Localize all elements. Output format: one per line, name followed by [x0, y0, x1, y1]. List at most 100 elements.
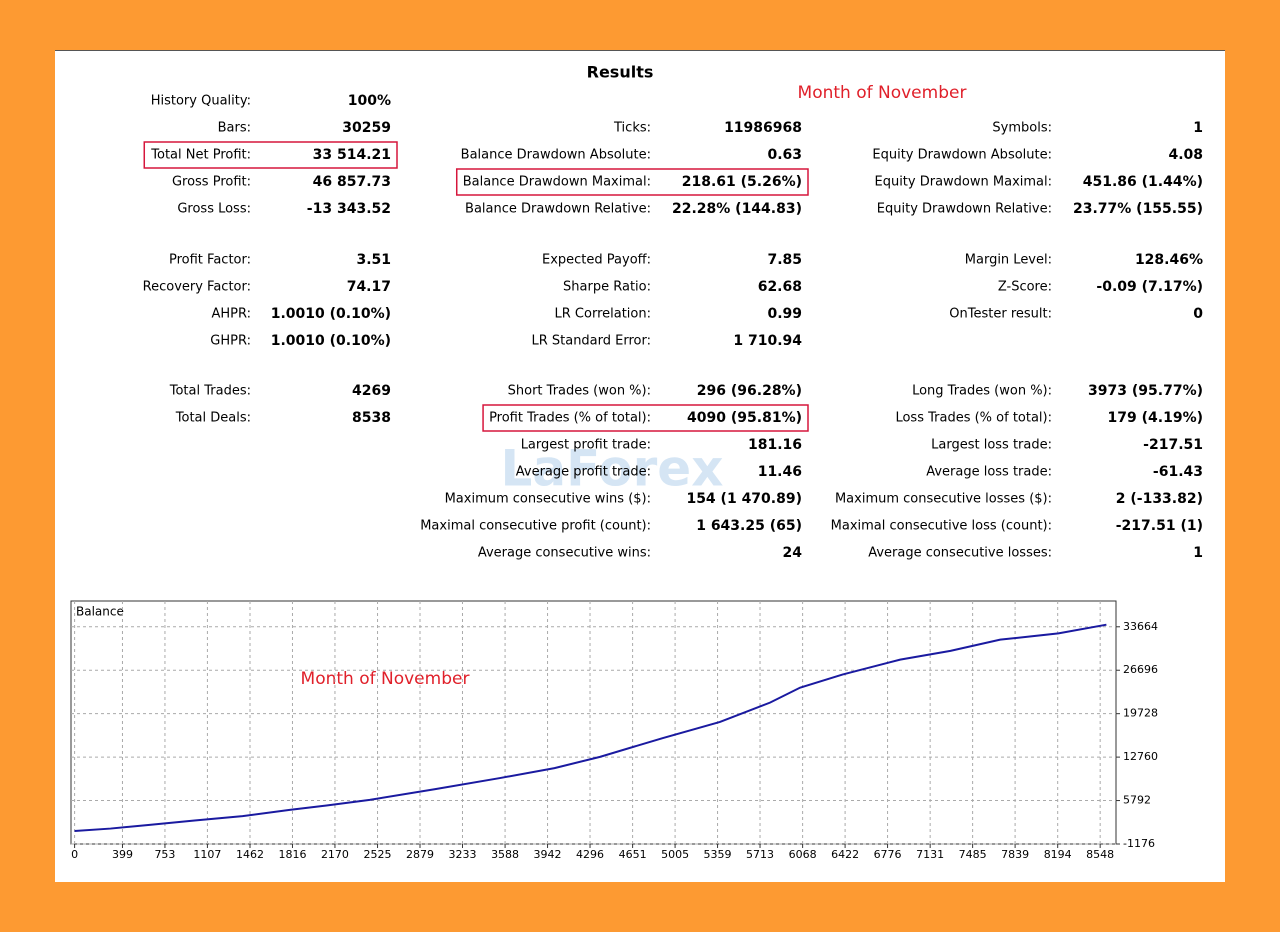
- stat-value: 451.86 (1.44%): [1083, 174, 1203, 190]
- stat-label: Sharpe Ratio:: [563, 280, 651, 295]
- stat-value: 296 (96.28%): [697, 383, 802, 399]
- stat-value: 11986968: [724, 120, 802, 136]
- x-tick-label: 3588: [491, 848, 519, 861]
- stat-label: Symbols:: [992, 121, 1052, 136]
- stat-value: -217.51: [1143, 437, 1203, 453]
- stat-value: 8538: [352, 410, 391, 426]
- highlight-box: [482, 404, 809, 432]
- stat-label: Average loss trade:: [926, 465, 1052, 480]
- x-tick-label: 3233: [448, 848, 476, 861]
- stat-value: 62.68: [758, 279, 802, 295]
- y-tick-label: -1176: [1123, 837, 1155, 850]
- stat-value: 2 (-133.82): [1116, 491, 1203, 507]
- stat-label: Gross Profit:: [172, 175, 251, 190]
- stat-value: 33 514.21: [313, 147, 391, 163]
- stat-label: Profit Factor:: [169, 253, 251, 268]
- stat-value: 3.51: [356, 252, 391, 268]
- stat-label: Long Trades (won %):: [912, 384, 1052, 399]
- x-tick-label: 4651: [619, 848, 647, 861]
- stat-value: 46 857.73: [313, 174, 391, 190]
- stat-value: -217.51 (1): [1116, 518, 1203, 534]
- stat-label: Total Deals:: [175, 411, 251, 426]
- stat-label: Balance Drawdown Absolute:: [461, 148, 651, 163]
- x-tick-label: 1816: [278, 848, 306, 861]
- balance-line: [74, 623, 1107, 833]
- stat-value: 179 (4.19%): [1108, 410, 1203, 426]
- stat-value: 4090 (95.81%): [687, 410, 802, 426]
- stat-label: Z-Score:: [998, 280, 1052, 295]
- x-tick-label: 2879: [406, 848, 434, 861]
- x-tick-label: 2525: [364, 848, 392, 861]
- stat-label: Balance Drawdown Relative:: [465, 202, 651, 217]
- stat-value: -61.43: [1153, 464, 1203, 480]
- stat-value: 100%: [348, 93, 391, 109]
- highlight-box: [455, 168, 809, 196]
- stat-value: 11.46: [758, 464, 802, 480]
- stat-value: 0.63: [767, 147, 802, 163]
- stat-label: Short Trades (won %):: [508, 384, 651, 399]
- stat-value: -0.09 (7.17%): [1096, 279, 1203, 295]
- stat-label: Maximal consecutive profit (count):: [420, 519, 651, 534]
- stat-label: Profit Trades (% of total):: [489, 411, 651, 426]
- stat-value: 3973 (95.77%): [1088, 383, 1203, 399]
- watermark: LaForex: [501, 440, 724, 498]
- stat-value: 30259: [342, 120, 391, 136]
- stat-label: Bars:: [218, 121, 251, 136]
- x-tick-label: 8194: [1044, 848, 1072, 861]
- x-tick-label: 5005: [661, 848, 689, 861]
- x-tick-label: 5713: [746, 848, 774, 861]
- x-tick-label: 3942: [534, 848, 562, 861]
- title: Results: [587, 63, 654, 82]
- x-tick-label: 7839: [1001, 848, 1029, 861]
- annotation: Month of November: [798, 83, 967, 103]
- stat-value: 0: [1193, 306, 1203, 322]
- stat-value: 1 710.94: [733, 333, 802, 349]
- x-tick-label: 399: [112, 848, 133, 861]
- stat-label: GHPR:: [210, 334, 251, 349]
- chart-annotation: Month of November: [301, 669, 470, 689]
- stat-value: 128.46%: [1135, 252, 1203, 268]
- stat-value: 1.0010 (0.10%): [271, 306, 391, 322]
- stat-value: 22.28% (144.83): [672, 201, 802, 217]
- stat-value: 4269: [352, 383, 391, 399]
- x-tick-label: 0: [71, 848, 78, 861]
- stat-value: 218.61 (5.26%): [682, 174, 802, 190]
- stat-value: 7.85: [767, 252, 802, 268]
- stat-value: 1 643.25 (65): [696, 518, 802, 534]
- x-tick-label: 7485: [959, 848, 987, 861]
- stat-label: OnTester result:: [949, 307, 1052, 322]
- stat-value: 181.16: [748, 437, 802, 453]
- stat-value: 0.99: [767, 306, 802, 322]
- stat-label: Gross Loss:: [177, 202, 251, 217]
- stat-label: Maximum consecutive losses ($):: [835, 492, 1052, 507]
- x-tick-label: 8548: [1086, 848, 1114, 861]
- y-tick-label: 19728: [1123, 707, 1158, 720]
- stat-label: History Quality:: [151, 94, 251, 109]
- stat-label: Balance Drawdown Maximal:: [463, 175, 651, 190]
- stat-label: LR Standard Error:: [531, 334, 651, 349]
- x-tick-label: 1462: [236, 848, 264, 861]
- x-tick-label: 1107: [193, 848, 221, 861]
- x-tick-label: 6422: [831, 848, 859, 861]
- x-tick-label: 4296: [576, 848, 604, 861]
- x-tick-label: 6068: [789, 848, 817, 861]
- x-tick-label: 5359: [704, 848, 732, 861]
- stat-label: Equity Drawdown Maximal:: [874, 175, 1052, 190]
- y-tick-label: 12760: [1123, 750, 1158, 763]
- stat-value: 1: [1193, 120, 1203, 136]
- stat-value: 1: [1193, 545, 1203, 561]
- stat-value: 1.0010 (0.10%): [271, 333, 391, 349]
- stat-label: Largest loss trade:: [931, 438, 1052, 453]
- stat-label: Equity Drawdown Absolute:: [872, 148, 1052, 163]
- stat-label: Maximum consecutive wins ($):: [445, 492, 651, 507]
- x-tick-label: 2170: [321, 848, 349, 861]
- stat-label: Equity Drawdown Relative:: [877, 202, 1052, 217]
- stat-label: Total Net Profit:: [150, 148, 251, 163]
- stat-label: Maximal consecutive loss (count):: [831, 519, 1052, 534]
- stat-label: Margin Level:: [965, 253, 1052, 268]
- stat-label: Average consecutive wins:: [478, 546, 651, 561]
- x-tick-label: 753: [154, 848, 175, 861]
- stat-value: 4.08: [1168, 147, 1203, 163]
- stat-value: 23.77% (155.55): [1073, 201, 1203, 217]
